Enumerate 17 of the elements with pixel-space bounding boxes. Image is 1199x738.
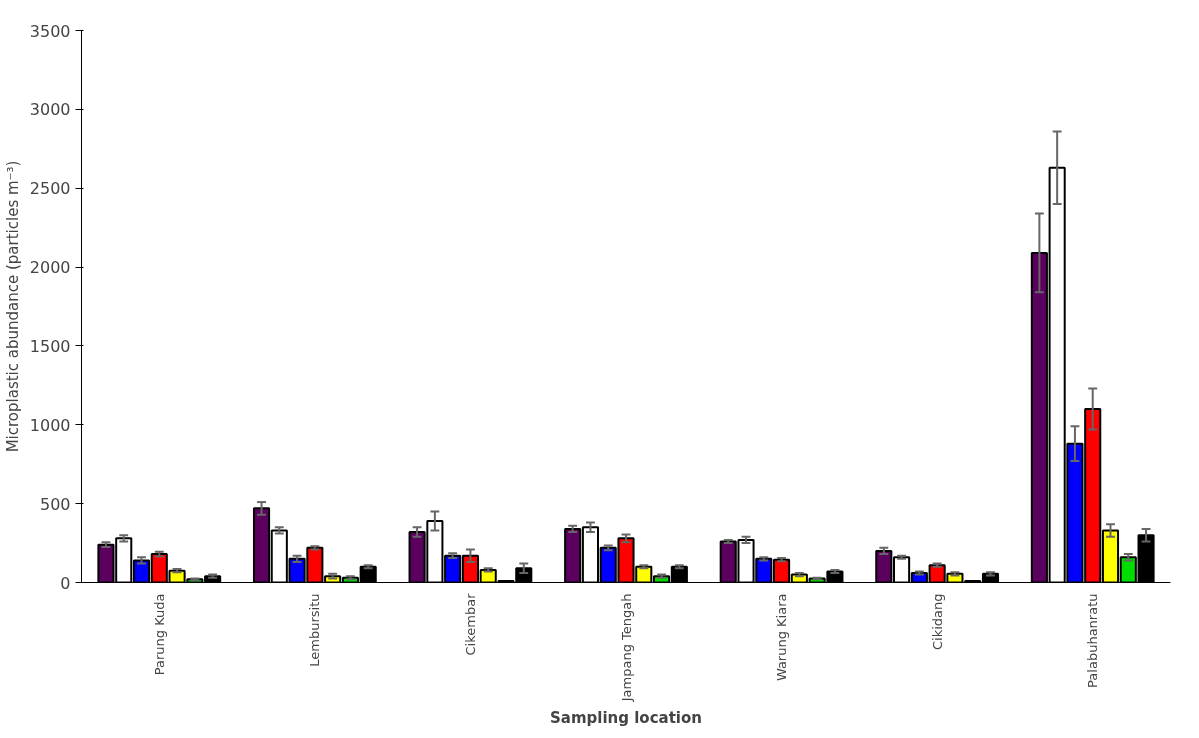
x-tick-label: Cikembar bbox=[462, 592, 478, 656]
x-tick-label: Cikidang bbox=[929, 593, 945, 651]
y-tick-label: 2500 bbox=[29, 179, 71, 199]
x-tick-label: Palabuhanratu bbox=[1085, 593, 1101, 688]
y-tick-label: 3000 bbox=[29, 100, 71, 120]
y-tick-label: 1500 bbox=[29, 336, 71, 356]
y-axis-title: Microplastic abundance (particles m⁻³) bbox=[3, 160, 22, 453]
y-tick-label: 3500 bbox=[29, 21, 71, 41]
x-axis-title: Sampling location bbox=[550, 709, 702, 728]
y-tick-label: 500 bbox=[39, 494, 71, 514]
x-tick-label: Lembursitu bbox=[307, 593, 323, 667]
x-tick-label: Parung Kuda bbox=[151, 593, 167, 676]
y-tick-label: 0 bbox=[60, 573, 71, 593]
y-tick-label: 1000 bbox=[29, 415, 71, 435]
x-tick-label: Jampang Tengah bbox=[618, 593, 634, 703]
y-tick-label: 2000 bbox=[29, 258, 71, 278]
x-tick-label: Warung Kiara bbox=[774, 593, 790, 682]
